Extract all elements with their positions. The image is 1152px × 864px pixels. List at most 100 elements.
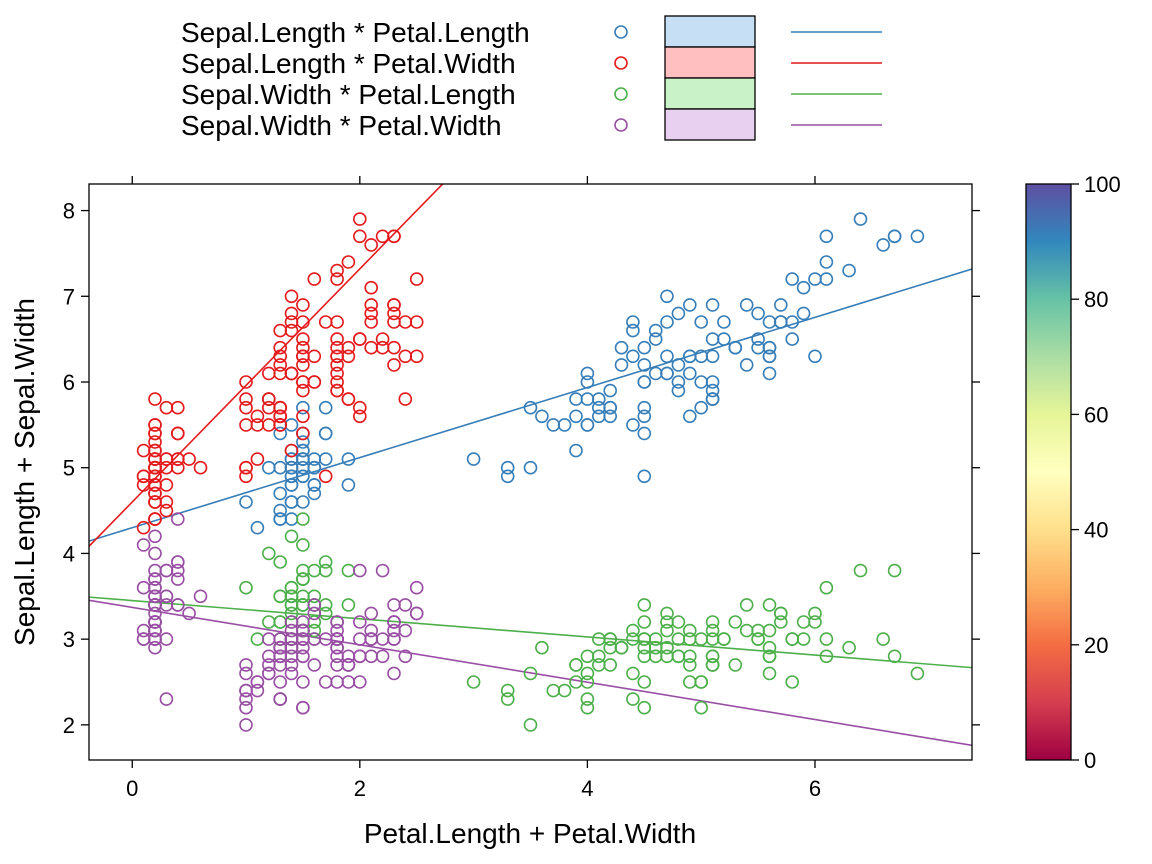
data-point-series-2 xyxy=(409,315,424,329)
data-point-series-4 xyxy=(387,623,401,638)
data-point-series-2 xyxy=(284,366,299,381)
data-points xyxy=(136,212,925,732)
data-point-series-3 xyxy=(626,632,640,646)
data-point-series-1 xyxy=(705,392,720,406)
data-point-series-1 xyxy=(773,315,788,329)
data-point-series-2 xyxy=(193,460,208,475)
data-point-series-3 xyxy=(580,649,595,664)
data-point-series-2 xyxy=(296,315,310,329)
data-point-series-3 xyxy=(739,623,754,638)
data-point-series-2 xyxy=(296,298,310,312)
data-point-series-1 xyxy=(796,306,811,321)
data-point-series-3 xyxy=(796,615,811,629)
data-point-series-2 xyxy=(136,469,151,484)
data-point-series-2 xyxy=(364,298,379,312)
data-point-series-2 xyxy=(330,366,344,381)
data-point-series-4 xyxy=(364,623,379,638)
data-point-series-1 xyxy=(284,460,299,475)
data-point-series-3 xyxy=(569,658,583,672)
data-point-series-2 xyxy=(182,452,196,466)
data-point-series-2 xyxy=(148,392,162,406)
data-point-series-1 xyxy=(296,452,310,466)
data-point-series-3 xyxy=(887,649,902,664)
data-point-series-4 xyxy=(330,615,344,629)
data-point-series-2 xyxy=(273,349,288,364)
data-point-series-1 xyxy=(682,298,697,312)
data-point-series-1 xyxy=(717,315,731,329)
data-point-series-3 xyxy=(751,623,765,638)
data-point-series-2 xyxy=(284,443,299,458)
data-point-series-3 xyxy=(603,640,618,655)
data-point-series-3 xyxy=(762,598,777,612)
data-point-series-2 xyxy=(261,400,276,415)
data-point-series-4 xyxy=(364,649,379,664)
data-point-series-2 xyxy=(273,323,288,338)
data-point-series-3 xyxy=(569,675,583,689)
data-point-series-1 xyxy=(694,375,709,389)
data-point-series-1 xyxy=(523,460,538,475)
data-point-series-3 xyxy=(296,598,310,612)
data-point-series-4 xyxy=(136,580,151,595)
legend: Sepal.Length * Petal.LengthSepal.Length … xyxy=(181,15,882,141)
data-point-series-1 xyxy=(671,306,686,321)
data-point-series-4 xyxy=(239,692,253,706)
data-point-series-4 xyxy=(330,632,344,646)
fit-line-2 xyxy=(89,184,444,547)
data-point-series-3 xyxy=(796,632,811,646)
data-point-series-4 xyxy=(284,632,299,646)
data-point-series-3 xyxy=(762,666,777,681)
data-point-series-3 xyxy=(694,632,709,646)
data-point-series-3 xyxy=(523,718,538,732)
data-point-series-1 xyxy=(682,366,697,381)
data-point-series-1 xyxy=(614,358,629,372)
data-point-series-2 xyxy=(239,469,253,484)
data-point-series-4 xyxy=(307,658,322,672)
data-point-series-4 xyxy=(261,666,276,681)
data-point-series-3 xyxy=(739,598,754,612)
colorbar-tick-label: 0 xyxy=(1084,748,1096,773)
data-point-series-4 xyxy=(409,606,424,621)
data-point-series-3 xyxy=(648,632,663,646)
data-point-series-3 xyxy=(580,692,595,706)
data-point-series-1 xyxy=(705,349,720,364)
colorbar-ticks: 0 20 40 60 80 100 xyxy=(1071,172,1121,773)
data-point-series-1 xyxy=(239,495,253,509)
data-point-series-3 xyxy=(250,632,265,646)
data-point-series-4 xyxy=(318,675,333,689)
data-point-series-1 xyxy=(284,478,299,492)
legend-label-1: Sepal.Length * Petal.Length xyxy=(181,17,530,48)
data-point-series-3 xyxy=(273,555,288,569)
data-point-series-4 xyxy=(148,529,162,544)
data-point-series-2 xyxy=(136,443,151,458)
data-point-series-1 xyxy=(762,315,777,329)
data-point-series-1 xyxy=(637,375,652,389)
legend-point-3 xyxy=(614,87,628,101)
data-point-series-1 xyxy=(648,323,663,338)
data-point-series-3 xyxy=(637,700,652,715)
data-point-series-4 xyxy=(307,598,322,612)
data-point-series-4 xyxy=(261,632,276,646)
data-point-series-2 xyxy=(398,349,413,364)
data-point-series-3 xyxy=(773,615,788,629)
data-point-series-3 xyxy=(808,606,822,621)
data-point-series-4 xyxy=(273,658,288,672)
data-point-series-3 xyxy=(500,692,515,706)
y-tick-label: 5 xyxy=(63,456,75,481)
data-point-series-2 xyxy=(387,340,401,355)
y-tick-label: 7 xyxy=(63,284,75,309)
data-point-series-2 xyxy=(159,503,174,518)
x-tick-label: 6 xyxy=(809,776,821,801)
data-point-series-1 xyxy=(637,340,652,355)
data-point-series-3 xyxy=(671,632,686,646)
data-point-series-3 xyxy=(808,615,822,629)
data-point-series-2 xyxy=(398,315,413,329)
data-point-series-1 xyxy=(705,383,720,398)
data-point-series-2 xyxy=(330,340,344,355)
data-point-series-4 xyxy=(409,580,424,595)
data-point-series-1 xyxy=(717,332,731,346)
data-point-series-4 xyxy=(273,675,288,689)
fit-line-4 xyxy=(89,599,972,747)
data-point-series-4 xyxy=(148,632,162,646)
data-point-series-4 xyxy=(375,649,390,664)
data-point-series-2 xyxy=(341,255,356,269)
